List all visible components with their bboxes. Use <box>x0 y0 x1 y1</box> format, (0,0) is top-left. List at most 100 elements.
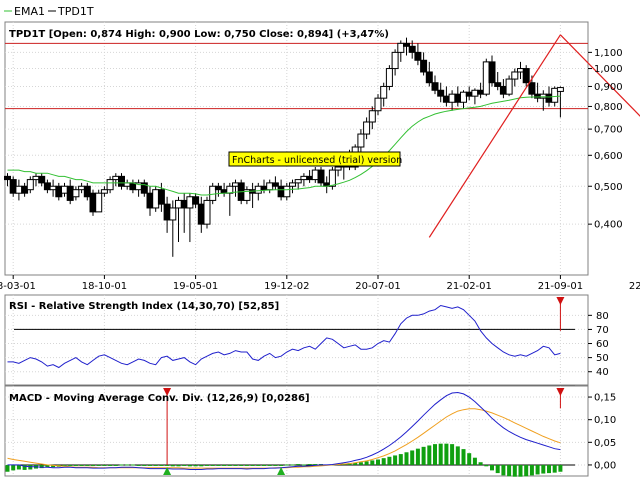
macd-hist-bar-23 <box>136 464 141 466</box>
candle-body-1 <box>9 179 17 194</box>
candle-body-79 <box>454 93 462 103</box>
macd-hist-bar-89 <box>512 464 517 477</box>
macd-panel-title: MACD - Moving Average Conv. Div. (12,26,… <box>9 393 310 404</box>
macd-hist-bar-68 <box>393 455 398 465</box>
price-ytick-label-5: 0,600 <box>594 151 623 162</box>
candle-body-35 <box>203 199 211 225</box>
macd-hist-bar-62 <box>358 462 363 465</box>
legend-ema1-label: EMA1 <box>14 5 45 18</box>
price-panel-frame <box>4 21 589 276</box>
macd-ytick-label-1: 0,10 <box>594 415 616 426</box>
candle-body-33 <box>192 196 200 205</box>
candle-89 <box>511 68 519 87</box>
macd-hist-bar-29 <box>170 464 175 467</box>
candle-body-78 <box>448 93 456 103</box>
macd-hist-bar-34 <box>199 464 204 467</box>
macd-hist-bar-82 <box>472 457 477 465</box>
candle-35 <box>203 196 211 229</box>
candle-body-97 <box>556 87 564 92</box>
rsi-panel-title: RSI - Relative Strength Index (14,30,70)… <box>9 301 279 312</box>
candle-body-54 <box>311 169 319 181</box>
macd-hist-bar-76 <box>438 443 443 465</box>
macd-hist-bar-43 <box>250 464 255 466</box>
candle-body-13 <box>78 185 86 191</box>
candle-body-7 <box>43 182 51 191</box>
candle-body-68 <box>391 51 399 70</box>
macd-ytick-label-0: 0,15 <box>594 393 616 404</box>
macd-hist-bar-44 <box>256 464 261 466</box>
candle-body-74 <box>425 71 433 84</box>
macd-hist-bar-50 <box>290 464 295 466</box>
macd-hist-bar-17 <box>102 464 107 466</box>
candle-body-57 <box>328 169 336 187</box>
price-trendlines <box>428 34 640 238</box>
macd-hist-bar-67 <box>387 456 392 465</box>
candle-body-94 <box>539 93 547 99</box>
macd-hist-bar-84 <box>484 464 489 467</box>
candle-84 <box>482 58 490 97</box>
macd-hist-bar-86 <box>495 464 500 474</box>
rsi-signal-markers <box>556 297 565 331</box>
candle-body-66 <box>380 85 388 99</box>
candle-body-26 <box>152 189 160 209</box>
candle-body-91 <box>522 68 530 84</box>
candle-body-48 <box>277 185 285 198</box>
candle-body-10 <box>61 185 68 194</box>
candle-62 <box>357 129 365 156</box>
candle-body-76 <box>437 89 445 97</box>
candle-67 <box>385 65 393 91</box>
candle-body-24 <box>140 182 148 194</box>
candle-64 <box>368 106 376 130</box>
macd-hist-bar-13 <box>79 464 84 466</box>
candle-86 <box>494 71 502 91</box>
price-x-ticks: 18-03-01 18-10-01 19-05-01 19-12-02 20-07-01… <box>0 275 640 292</box>
candle-body-75 <box>431 82 439 91</box>
candle-50 <box>289 179 296 194</box>
candle-66 <box>380 82 388 107</box>
macd-hist-bar-69 <box>398 454 403 465</box>
macd-hist-bar-14 <box>85 464 90 466</box>
price-ytick-label-7: 0,400 <box>594 220 623 231</box>
macd-hist-bar-51 <box>296 464 301 466</box>
candle-12 <box>72 186 80 201</box>
macd-hist-bar-52 <box>301 464 306 466</box>
candle-body-51 <box>294 179 302 184</box>
macd-hist-bar-80 <box>461 449 466 465</box>
candle-88 <box>505 75 513 97</box>
ema-line <box>7 95 561 196</box>
price-y-ticks: 1,100 1,000 0,900 0,800 0,700 0,600 0,500 0,400 <box>588 48 623 231</box>
candle-body-2 <box>15 185 23 194</box>
candle-body-71 <box>408 45 416 53</box>
candle-80 <box>460 90 467 109</box>
candle-body-93 <box>534 93 542 99</box>
macd-buy-marker-0 <box>163 467 172 475</box>
macd-hist-bar-37 <box>216 464 221 466</box>
trial-watermark-text: FnCharts - unlicensed (trial) version <box>232 155 402 166</box>
candle-75 <box>431 75 439 95</box>
macd-buy-marker-1 <box>277 467 286 475</box>
macd-hist-bar-46 <box>267 464 272 466</box>
candle-body-30 <box>175 199 182 209</box>
candle-body-25 <box>146 192 154 209</box>
candle-body-88 <box>505 78 513 95</box>
trendline-1 <box>559 34 640 117</box>
candle-57 <box>328 167 336 190</box>
macd-hist-bar-27 <box>159 464 164 466</box>
macd-hist-bar-3 <box>22 464 27 470</box>
macd-hist-bar-22 <box>130 464 135 466</box>
candle-body-49 <box>283 185 291 198</box>
macd-hist-bar-28 <box>165 464 170 466</box>
macd-hist-bar-95 <box>547 464 551 474</box>
candle-body-62 <box>357 133 365 148</box>
candle-63 <box>363 117 371 140</box>
candle-73 <box>420 52 428 76</box>
candle-body-34 <box>197 203 205 225</box>
macd-hist-bar-90 <box>518 464 523 477</box>
macd-hist-bar-65 <box>376 459 380 465</box>
macd-hist-bar-20 <box>119 464 124 466</box>
macd-hist-bar-15 <box>91 464 95 466</box>
price-xtick-label-6: 21-09-01 <box>538 281 583 292</box>
rsi-ytick-label-3: 50 <box>596 353 609 364</box>
candle-body-18 <box>106 179 114 191</box>
candle-71 <box>408 40 416 59</box>
